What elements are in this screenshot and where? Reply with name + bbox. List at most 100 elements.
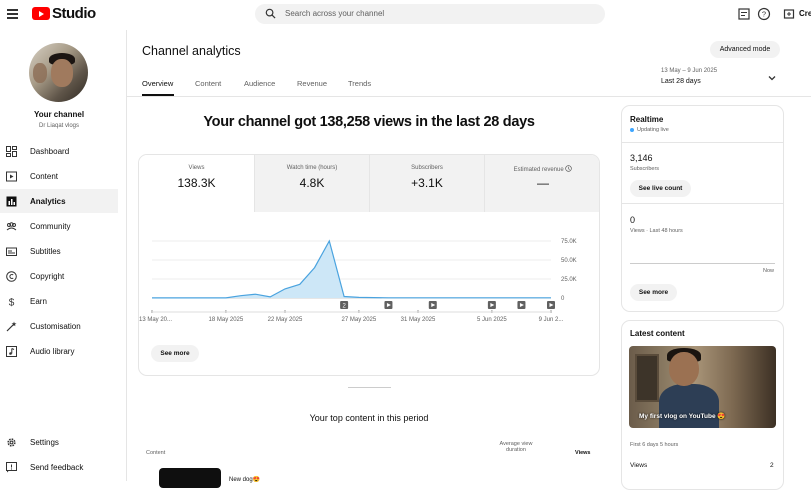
metric-value: — bbox=[537, 176, 549, 190]
sidebar-item-earn[interactable]: $ Earn bbox=[0, 289, 118, 313]
sidebar-item-audio-library[interactable]: Audio library bbox=[0, 339, 118, 363]
latest-content-title: Latest content bbox=[630, 329, 685, 338]
sidebar-item-content[interactable]: Content bbox=[0, 164, 118, 188]
sidebar-item-label: Send feedback bbox=[30, 463, 84, 472]
copyright-icon bbox=[6, 271, 17, 282]
play-icon bbox=[431, 303, 436, 307]
sidebar-item-settings[interactable]: Settings bbox=[0, 430, 118, 454]
metric-watch-time[interactable]: Watch time (hours) 4.8K bbox=[254, 155, 369, 212]
sidebar-item-label: Customisation bbox=[30, 322, 81, 331]
sidebar-item-analytics[interactable]: Analytics bbox=[0, 189, 118, 213]
tab-overview[interactable]: Overview bbox=[142, 79, 174, 88]
info-icon[interactable] bbox=[565, 165, 573, 172]
play-icon bbox=[519, 303, 524, 307]
sidebar-item-dashboard[interactable]: Dashboard bbox=[0, 139, 118, 163]
youtube-logo-icon[interactable] bbox=[32, 7, 50, 20]
sidebar-item-label: Content bbox=[30, 172, 59, 181]
realtime-subscribers-label: Subscribers bbox=[630, 166, 660, 172]
metric-value: 138.3K bbox=[177, 176, 216, 190]
tab-revenue[interactable]: Revenue bbox=[297, 79, 328, 88]
play-icon bbox=[386, 303, 391, 307]
realtime-views-value: 0 bbox=[630, 215, 636, 225]
metric-label: Estimated revenue bbox=[485, 165, 599, 173]
realtime-status: Updating live bbox=[630, 127, 669, 133]
search-placeholder: Search across your channel bbox=[285, 9, 385, 18]
realtime-now-label: Now bbox=[763, 268, 775, 274]
date-period-text[interactable]: Last 28 days bbox=[661, 78, 701, 85]
realtime-see-more-button[interactable]: See more bbox=[630, 284, 677, 301]
realtime-divider bbox=[621, 142, 784, 143]
create-button-label[interactable]: Cre bbox=[799, 9, 811, 18]
date-range-text[interactable]: 13 May – 9 Jun 2025 bbox=[661, 68, 718, 74]
series-area bbox=[152, 241, 551, 298]
tab-audience[interactable]: Audience bbox=[244, 79, 276, 88]
dashboard-icon bbox=[6, 146, 17, 157]
column-header-views[interactable]: Views bbox=[575, 450, 591, 456]
sidebar-item-label: Audio library bbox=[30, 347, 75, 356]
latest-video-title: My first vlog on YouTube 😍 bbox=[639, 413, 726, 420]
column-header-content[interactable]: Content bbox=[146, 450, 166, 456]
section-separator bbox=[348, 387, 391, 388]
y-tick-label: 50.0K bbox=[561, 258, 577, 264]
tab-content[interactable]: Content bbox=[195, 79, 222, 88]
subtitles-tool-icon[interactable] bbox=[737, 7, 751, 21]
see-live-count-button[interactable]: See live count bbox=[630, 180, 691, 197]
see-more-button[interactable]: See more bbox=[151, 345, 199, 362]
sidebar-item-customisation[interactable]: Customisation bbox=[0, 314, 118, 338]
search-icon bbox=[265, 8, 276, 19]
metric-views[interactable]: Views 138.3K bbox=[139, 155, 254, 212]
play-icon bbox=[490, 303, 495, 307]
advanced-mode-button[interactable]: Advanced mode bbox=[710, 41, 780, 58]
realtime-chart-baseline bbox=[630, 263, 775, 264]
sidebar-item-label: Analytics bbox=[30, 197, 66, 206]
metric-label: Views bbox=[188, 165, 205, 171]
metric-value: +3.1K bbox=[411, 176, 443, 190]
latest-video-thumbnail[interactable]: My first vlog on YouTube 😍 bbox=[629, 346, 776, 428]
settings-icon bbox=[7, 438, 16, 447]
overview-card: Views 138.3K Watch time (hours) 4.8K Sub… bbox=[138, 154, 600, 376]
svg-text:?: ? bbox=[762, 10, 766, 19]
upload-marker bbox=[340, 301, 349, 309]
top-content-title: Your top content in this period bbox=[309, 413, 429, 423]
video-thumbnail[interactable] bbox=[159, 468, 221, 488]
column-header-avg-view-duration[interactable]: Average view duration bbox=[499, 441, 533, 453]
latest-first-period: First 6 days 5 hours bbox=[630, 442, 679, 448]
realtime-title: Realtime bbox=[630, 115, 664, 124]
latest-views-label: Views bbox=[630, 462, 648, 469]
page-title: Channel analytics bbox=[142, 44, 241, 58]
sidebar-item-copyright[interactable]: Copyright bbox=[0, 264, 118, 288]
realtime-views-label: Views · Last 48 hours bbox=[630, 228, 683, 234]
sidebar-item-community[interactable]: Community bbox=[0, 214, 118, 238]
video-title[interactable]: New dog😍 bbox=[229, 477, 261, 483]
menu-icon[interactable] bbox=[7, 9, 18, 19]
sidebar-item-label: Dashboard bbox=[30, 147, 70, 156]
x-tick-label: 13 May 20... bbox=[139, 317, 172, 323]
channel-title: Your channel bbox=[33, 110, 85, 119]
latest-views-value: 2 bbox=[770, 462, 774, 469]
tab-trends[interactable]: Trends bbox=[348, 79, 372, 88]
create-icon[interactable] bbox=[783, 7, 797, 21]
feedback-icon bbox=[6, 462, 17, 473]
channel-avatar[interactable] bbox=[29, 43, 88, 102]
views-line-chart[interactable]: 75.0K 50.0K 25.0K 0 13 May 20... 18 May 2025 2… bbox=[139, 155, 600, 345]
upload-marker-count: 2 bbox=[342, 304, 346, 310]
help-icon[interactable]: ? bbox=[757, 7, 771, 21]
active-tab-indicator bbox=[142, 94, 174, 96]
sidebar-item-subtitles[interactable]: Subtitles bbox=[0, 239, 118, 263]
realtime-subscribers-value: 3,146 bbox=[630, 153, 653, 163]
metric-subscribers[interactable]: Subscribers +3.1K bbox=[369, 155, 484, 212]
metric-label: Watch time (hours) bbox=[286, 165, 338, 171]
chevron-down-icon[interactable] bbox=[767, 74, 777, 82]
y-tick-label: 75.0K bbox=[561, 239, 577, 245]
analytics-icon bbox=[6, 196, 17, 207]
play-icon bbox=[549, 303, 554, 307]
metric-estimated-revenue[interactable]: Estimated revenue — bbox=[484, 155, 599, 212]
x-tick-label: 5 Jun 2025 bbox=[477, 317, 507, 323]
realtime-divider bbox=[621, 203, 784, 204]
sidebar-item-send-feedback[interactable]: Send feedback bbox=[0, 455, 118, 479]
audio-library-icon bbox=[6, 346, 17, 357]
metric-label: Subscribers bbox=[411, 165, 443, 171]
search-input[interactable]: Search across your channel bbox=[255, 4, 605, 24]
x-tick-label: 22 May 2025 bbox=[268, 317, 303, 323]
studio-logo-text[interactable]: Studio bbox=[52, 5, 96, 22]
